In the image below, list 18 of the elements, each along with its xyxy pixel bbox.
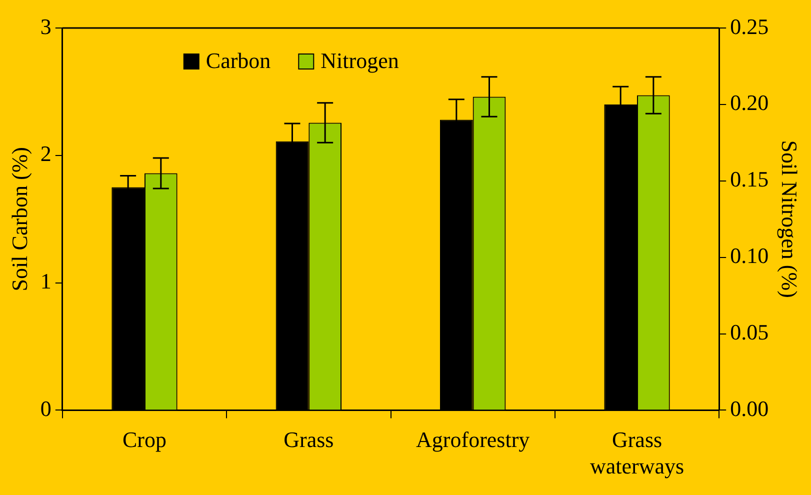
y2-tick-label: 0.10 xyxy=(730,243,769,268)
y-axis-title: Soil Carbon (%) xyxy=(6,147,32,292)
y-tick-label: 1 xyxy=(40,268,52,294)
x-tick-label: Crop xyxy=(122,427,166,452)
y2-tick-label: 0.15 xyxy=(730,166,769,192)
y-tick-label: 3 xyxy=(40,14,52,39)
x-tick-label: Grass xyxy=(284,427,334,452)
y-tick-label: 0 xyxy=(40,396,52,421)
legend-label: Carbon xyxy=(206,48,271,73)
x-tick-label: Agroforestry xyxy=(416,427,530,452)
y2-tick-label: 0.05 xyxy=(730,320,769,345)
x-tick-label: Grass waterways xyxy=(590,427,684,479)
legend-label: Nitrogen xyxy=(320,48,399,73)
y2-tick-label: 0.20 xyxy=(730,90,769,116)
y2-tick-label: 0.00 xyxy=(730,396,769,421)
y2-axis-title: Soil Nitrogen (%) xyxy=(777,140,802,298)
y-tick-label: 2 xyxy=(40,141,52,166)
y2-tick-label: 0.25 xyxy=(730,14,769,39)
